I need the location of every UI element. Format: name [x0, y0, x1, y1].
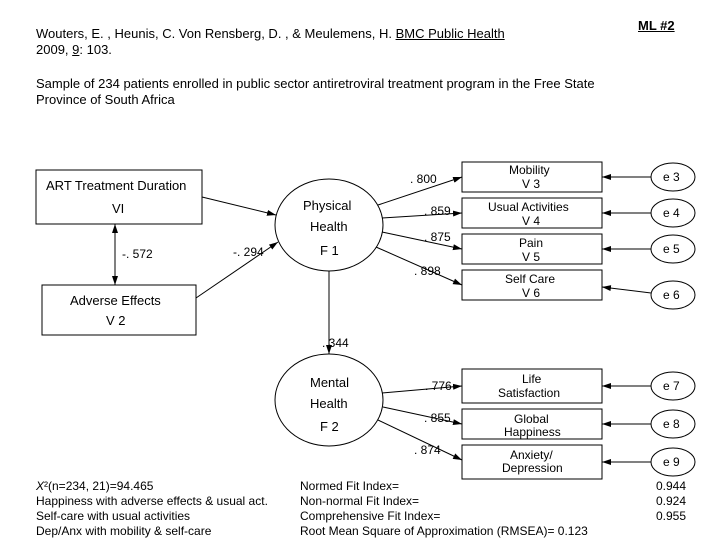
coef-776: . 776 [425, 379, 452, 393]
fit-v1: 0.944 [656, 479, 686, 494]
fit-r1: Normed Fit Index= [300, 479, 399, 494]
f2-health: Health [310, 396, 348, 412]
fit-v2: 0.924 [656, 494, 686, 509]
f2-mental: Mental [310, 375, 349, 391]
fit-r4: Root Mean Square of Approximation (RMSEA… [300, 524, 588, 539]
v5b: V 5 [522, 250, 540, 265]
coef-344: . 344 [322, 336, 349, 350]
art-label: ART Treatment Duration [46, 178, 186, 194]
coef-800: . 800 [410, 172, 437, 186]
v7a: Life [522, 372, 541, 387]
coef-898: . 898 [414, 264, 441, 278]
citation: Wouters, E. , Heunis, C. Von Rensberg, D… [36, 26, 596, 42]
v8b: Happiness [504, 425, 561, 440]
e6: e 6 [663, 288, 680, 303]
coef-855: . 855 [424, 411, 451, 425]
fit-v3: 0.955 [656, 509, 686, 524]
e8: e 8 [663, 417, 680, 432]
v5a: Pain [519, 236, 543, 251]
e9: e 9 [663, 455, 680, 470]
adv-label: Adverse Effects [70, 293, 161, 309]
sample-text: Sample of 234 patients enrolled in publi… [36, 76, 606, 109]
coef-875: . 875 [424, 230, 451, 244]
citation-line2: 2009, 9: 103. [36, 42, 112, 58]
v6a: Self Care [505, 272, 555, 287]
fit-l2: Happiness with adverse effects & usual a… [36, 494, 268, 509]
v9b: Depression [502, 461, 563, 476]
f1-physical: Physical [303, 198, 351, 214]
fit-l1: X²(n=234, 21)=94.465 [36, 479, 153, 494]
v7b: Satisfaction [498, 386, 560, 401]
f1-code: F 1 [320, 243, 339, 259]
fit-r3: Comprehensive Fit Index= [300, 509, 440, 524]
coef-874: . 874 [414, 443, 441, 457]
art-v1: VI [112, 201, 124, 217]
coef-859: . 859 [424, 204, 451, 218]
e4: e 4 [663, 206, 680, 221]
e3: e 3 [663, 170, 680, 185]
v4a: Usual Activities [488, 200, 569, 215]
fit-r2: Non-normal Fit Index= [300, 494, 419, 509]
v4b: V 4 [522, 214, 540, 229]
ml-label: ML #2 [638, 18, 675, 34]
v3a: Mobility [509, 163, 550, 178]
e5: e 5 [663, 242, 680, 257]
coef-572: -. 572 [122, 247, 153, 261]
coef-294: -. 294 [233, 245, 264, 259]
f1-health: Health [310, 219, 348, 235]
f2-code: F 2 [320, 419, 339, 435]
adv-v2: V 2 [106, 313, 126, 329]
fit-l4: Dep/Anx with mobility & self-care [36, 524, 211, 539]
v6b: V 6 [522, 286, 540, 301]
v3b: V 3 [522, 177, 540, 192]
fit-l3: Self-care with usual activities [36, 509, 190, 524]
e7: e 7 [663, 379, 680, 394]
